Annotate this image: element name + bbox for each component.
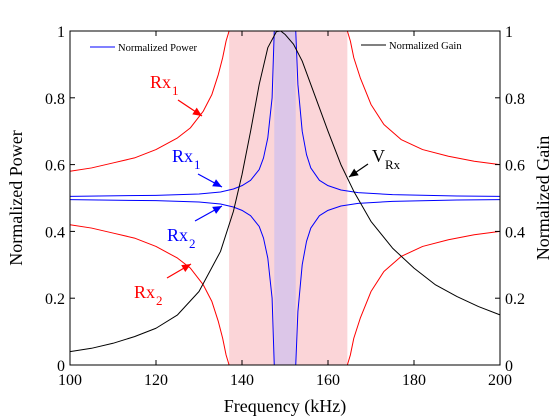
annotation-rx1-blue: Rx 1 (172, 146, 223, 188)
y-tick-label-left: 0.4 (45, 224, 65, 241)
legend-gain-label: Normalized Gain (389, 41, 462, 52)
y-tick-label-left: 0 (57, 358, 65, 375)
annotation-subscript: 1 (194, 157, 201, 172)
curve-annotations: Rx 1Rx 1Rx 2Rx 2V Rx (134, 72, 401, 308)
annotation-arrowhead (181, 264, 191, 272)
annotation-subscript: 1 (172, 83, 179, 98)
annotation-label: Rx (150, 72, 171, 92)
annotation-rx2-blue: Rx 2 (167, 205, 223, 251)
annotation-subscript: 2 (156, 293, 163, 308)
x-tick-label: 140 (230, 372, 254, 389)
annotation-subscript: 2 (189, 236, 196, 251)
legend-power-label: Normalized Power (118, 43, 198, 54)
y-tick-label-right: 0.6 (505, 158, 525, 175)
y-tick-label-right: 1 (505, 24, 513, 41)
y-tick-label-left: 1 (57, 24, 65, 41)
annotation-label: Rx (167, 225, 188, 245)
y-tick-label-right: 0.4 (505, 224, 525, 241)
annotation-arrowhead (349, 168, 359, 177)
x-tick-label: 100 (58, 372, 82, 389)
y-axis-label-right: Normalized Gain (533, 136, 553, 260)
x-tick-label: 180 (402, 372, 426, 389)
series-vrx-gain (69, 30, 501, 353)
annotation-arrowhead (212, 206, 222, 214)
annotation-rx1-red: Rx 1 (150, 72, 203, 117)
x-tick-label: 160 (316, 372, 340, 389)
annotation-arrowhead (212, 179, 222, 187)
annotation-label: V (372, 146, 385, 166)
axis-ticks: 100 120 140 160 180 20000.20.40.60.8100.20.40… (45, 24, 525, 389)
annotation-arrowhead (192, 107, 202, 116)
annotation-label: Rx (172, 146, 193, 166)
highlight-bands (229, 31, 348, 365)
band-1 (274, 31, 296, 365)
series-red-lower (69, 224, 501, 366)
annotation-vrx: V Rx (348, 146, 401, 178)
legend-normalized-power: Normalized Power (90, 43, 198, 54)
y-tick-label-left: 0.2 (45, 291, 65, 308)
annotation-rx2-red: Rx 2 (134, 263, 192, 308)
x-axis-label: Frequency (kHz) (224, 396, 346, 417)
y-tick-label-right: 0.8 (505, 91, 525, 108)
y-tick-label-left: 0.6 (45, 158, 65, 175)
y-tick-label-left: 0.8 (45, 91, 65, 108)
y-tick-label-right: 0.2 (505, 291, 525, 308)
series-red-upper (69, 30, 501, 172)
x-tick-label: 120 (144, 372, 168, 389)
annotation-subscript: Rx (385, 157, 401, 172)
y-axis-label-left: Normalized Power (6, 130, 26, 265)
legend-normalized-gain: Normalized Gain (361, 41, 462, 52)
plot-frame (69, 30, 501, 366)
x-tick-label: 200 (488, 372, 512, 389)
y-tick-label-right: 0 (505, 358, 513, 375)
annotation-label: Rx (134, 282, 155, 302)
